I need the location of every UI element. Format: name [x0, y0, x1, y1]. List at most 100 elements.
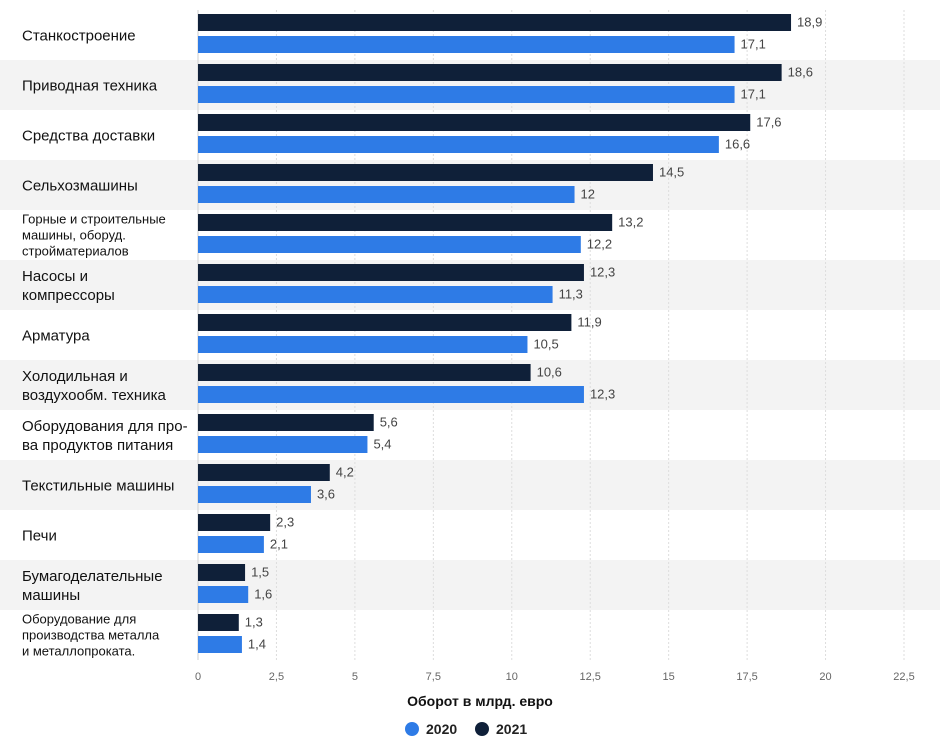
- category-label: Станкостроение: [22, 27, 136, 44]
- category-label: Горные и строительные: [22, 212, 166, 227]
- bar-2021[interactable]: [198, 64, 782, 81]
- bar-2020[interactable]: [198, 236, 581, 253]
- category-label: Приводная техника: [22, 77, 158, 94]
- category-label: Насосы и: [22, 268, 88, 285]
- data-label: 17,1: [741, 87, 766, 102]
- data-label: 3,6: [317, 487, 335, 502]
- legend-marker: [405, 722, 419, 736]
- category-label: Бумагоделательные: [22, 568, 163, 585]
- legend-label: 2021: [496, 721, 527, 737]
- bar-2020[interactable]: [198, 86, 735, 103]
- category-labels: Станкостроение Приводная техника Средства …: [22, 27, 188, 658]
- bar-2021[interactable]: [198, 114, 751, 131]
- data-label: 11,9: [577, 315, 601, 330]
- category-label: Оборудование для: [22, 612, 136, 627]
- data-label: 10,5: [533, 337, 558, 352]
- legend-item-2021[interactable]: 2021: [475, 721, 527, 737]
- data-label: 12,2: [587, 237, 612, 252]
- data-label: 1,4: [248, 637, 266, 652]
- data-label: 2,3: [276, 515, 294, 530]
- bar-2021[interactable]: [198, 564, 246, 581]
- bar-2020[interactable]: [198, 536, 264, 553]
- data-label: 10,6: [537, 365, 562, 380]
- bar-2020[interactable]: [198, 486, 311, 503]
- data-label: 12: [581, 187, 595, 202]
- legend-item-2020[interactable]: 2020: [405, 721, 457, 737]
- row-band: [0, 610, 940, 660]
- data-label: 5,6: [380, 415, 398, 430]
- data-label: 12,3: [590, 387, 615, 402]
- bar-2020[interactable]: [198, 436, 368, 453]
- row-band: [0, 410, 940, 460]
- category-label: Сельхозмашины: [22, 177, 138, 194]
- tick-label: 12,5: [580, 671, 601, 683]
- category-label: производства металла: [22, 628, 160, 643]
- data-label: 4,2: [336, 465, 354, 480]
- data-label: 17,1: [741, 37, 766, 52]
- bar-2021[interactable]: [198, 614, 239, 631]
- tick-label: 10: [506, 671, 518, 683]
- category-label: Холодильная и: [22, 368, 128, 385]
- bar-2021[interactable]: [198, 364, 531, 381]
- bar-2021[interactable]: [198, 14, 792, 31]
- category-label: машины, оборуд.: [22, 228, 126, 243]
- x-axis-ticks: 0 2,5 5 7,5 10 12,5 15 17,5 20 22,5: [195, 671, 915, 683]
- category-label: ва продуктов питания: [22, 437, 173, 454]
- category-label: Средства доставки: [22, 127, 155, 144]
- data-label: 1,5: [251, 565, 269, 580]
- tick-label: 17,5: [736, 671, 757, 683]
- data-label: 16,6: [725, 137, 750, 152]
- category-label: Оборудования для про-: [22, 418, 188, 435]
- category-label: воздухообм. техника: [22, 387, 166, 404]
- x-axis-title: Оборот в млрд. евро: [407, 693, 553, 709]
- bar-2020[interactable]: [198, 586, 249, 603]
- row-band: [0, 560, 940, 610]
- bar-2021[interactable]: [198, 264, 584, 281]
- tick-label: 0: [195, 671, 201, 683]
- tick-label: 20: [819, 671, 831, 683]
- data-label: 12,3: [590, 265, 615, 280]
- category-label: и металлопроката.: [22, 644, 135, 659]
- bar-2020[interactable]: [198, 336, 528, 353]
- bar-2021[interactable]: [198, 414, 374, 431]
- data-label: 5,4: [373, 437, 391, 452]
- data-label: 1,6: [254, 587, 272, 602]
- bar-2021[interactable]: [198, 314, 572, 331]
- category-label: Печи: [22, 527, 57, 544]
- row-band: [0, 460, 940, 510]
- bar-2021[interactable]: [198, 514, 271, 531]
- data-label: 18,6: [788, 65, 813, 80]
- bar-2020[interactable]: [198, 36, 735, 53]
- row-bands: [0, 10, 940, 660]
- tick-label: 7,5: [426, 671, 441, 683]
- tick-label: 2,5: [269, 671, 284, 683]
- data-label: 2,1: [270, 537, 288, 552]
- bar-2020[interactable]: [198, 136, 719, 153]
- bar-2021[interactable]: [198, 464, 330, 481]
- row-band: [0, 510, 940, 560]
- value-labels: 18,9 18,6 17,6 14,5 13,2 12,3 11,9 10,6 5,6 4,2 2,…: [245, 15, 823, 652]
- data-label: 13,2: [618, 215, 643, 230]
- bar-2020[interactable]: [198, 286, 553, 303]
- category-label: компрессоры: [22, 287, 115, 304]
- data-label: 17,6: [756, 115, 781, 130]
- data-label: 11,3: [559, 287, 583, 302]
- tick-label: 5: [352, 671, 358, 683]
- data-label: 18,9: [797, 15, 822, 30]
- bar-2021[interactable]: [198, 164, 653, 181]
- category-label: Арматура: [22, 327, 90, 344]
- legend[interactable]: 2020 2021: [405, 721, 527, 737]
- tick-label: 15: [663, 671, 675, 683]
- bar-2020[interactable]: [198, 636, 242, 653]
- tick-label: 22,5: [893, 671, 914, 683]
- bar-2020[interactable]: [198, 186, 575, 203]
- legend-label: 2020: [426, 721, 457, 737]
- bar-2021[interactable]: [198, 214, 613, 231]
- data-label: 1,3: [245, 615, 263, 630]
- bar-2020[interactable]: [198, 386, 584, 403]
- data-label: 14,5: [659, 165, 684, 180]
- category-label: машины: [22, 587, 80, 604]
- category-label: Текстильные машины: [22, 477, 174, 494]
- bars: [198, 14, 792, 653]
